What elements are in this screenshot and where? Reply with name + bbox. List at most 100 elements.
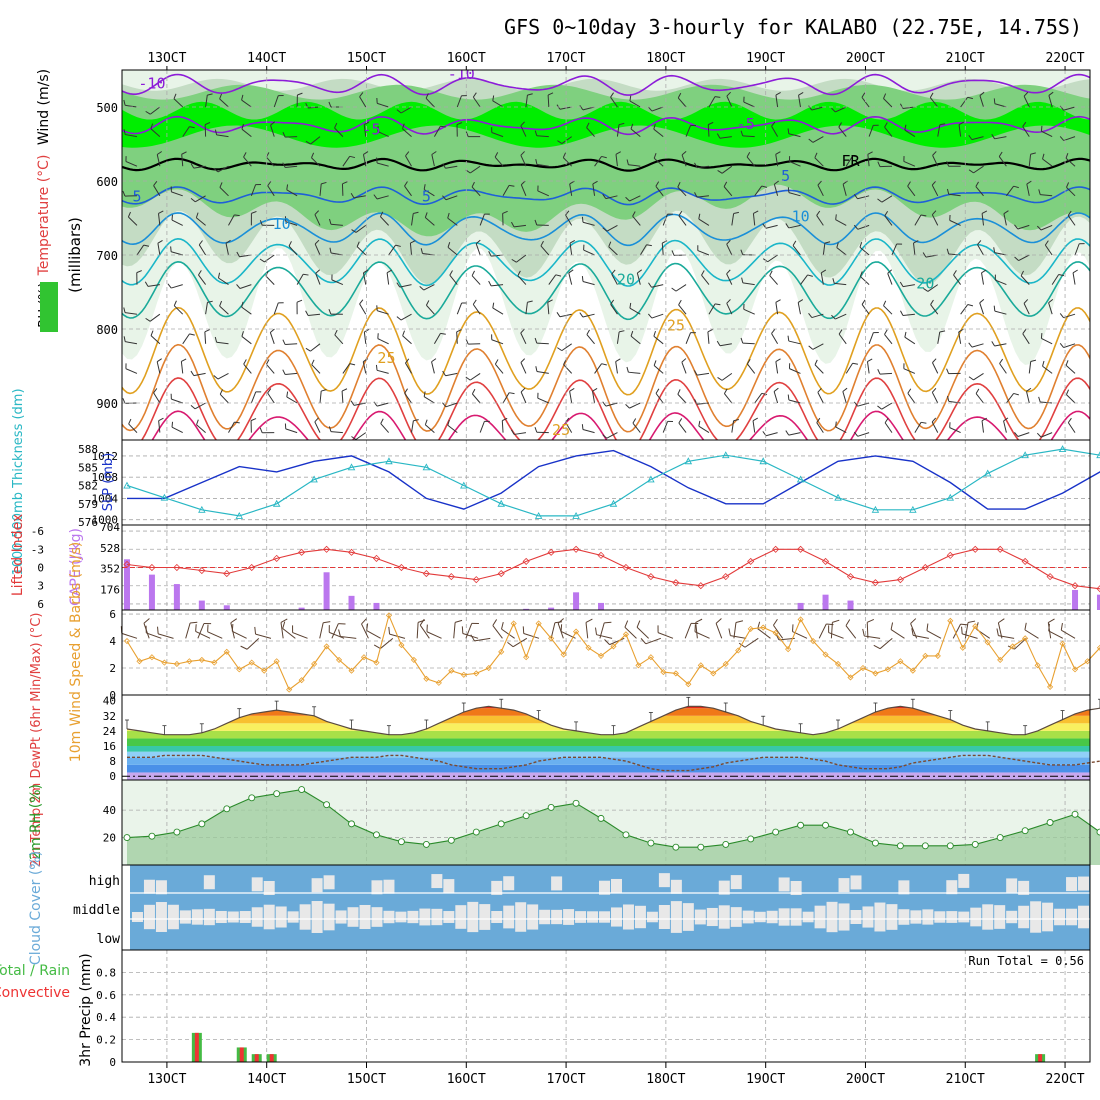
cloud-cover-panel: high middle low Cloud Cover (%)	[28, 851, 1091, 965]
wind-barb-flag	[884, 210, 889, 217]
wind-barb-flag	[626, 366, 629, 373]
wind-barb-flag	[471, 388, 476, 395]
cloud-high-bar	[263, 880, 275, 895]
wind-barb-flag	[1022, 121, 1027, 127]
wind-barb	[219, 187, 229, 197]
wind-barb-flag	[922, 252, 927, 258]
cloud-middle-bar	[706, 907, 718, 927]
wind-barb-flag	[824, 241, 831, 244]
wind-barb-flag	[1020, 270, 1024, 276]
wind-barb	[979, 95, 984, 108]
cloud-middle-bar	[215, 910, 227, 924]
rh-marker	[547, 803, 555, 811]
cloud-middle-bar	[1054, 908, 1066, 926]
cloud-middle-bar	[802, 911, 814, 923]
cloud-level-label: middle	[73, 903, 120, 918]
temp-band	[127, 704, 1090, 709]
wind-barb-flag	[286, 391, 289, 398]
isotherm-label: 10	[273, 215, 291, 233]
bottom-time-label: 20OCT	[846, 1072, 885, 1087]
cloud-middle-bar	[587, 911, 599, 923]
wind-barb-flag	[405, 151, 410, 157]
wind-barb	[502, 185, 510, 197]
wind-barb-flag	[932, 358, 937, 363]
wind-barb	[405, 155, 412, 167]
top-time-axis: 13OCT 14OCT 15OCT 16OCT 17OCT 18OCT 19OCT 20OCT…	[147, 51, 1085, 72]
wind-marker	[884, 666, 891, 673]
wind-barb	[608, 246, 618, 256]
wind-barb-flag	[569, 387, 575, 392]
wind-barb-flag	[157, 239, 163, 244]
wind-barb-flag	[877, 405, 883, 410]
wind-barb	[979, 302, 984, 315]
precip-panel: 0 0.2 0.4 0.6 0.8 Total / Rain Convective 3hr P…	[0, 949, 1091, 1069]
wind-barb-flag	[341, 388, 348, 392]
wind-marker	[1071, 666, 1079, 673]
wind-barb-flag	[602, 193, 607, 199]
wind-barb	[914, 422, 922, 433]
cloud-middle-bar	[371, 907, 383, 927]
cloud-middle-bar	[670, 901, 682, 933]
wind-barb-flag	[122, 398, 126, 404]
wind-barb	[280, 622, 284, 639]
rh-marker	[822, 821, 829, 829]
wind-barb	[404, 392, 412, 404]
wind-barb-flag	[859, 271, 863, 277]
wind-barb	[842, 184, 847, 196]
wind-barb	[981, 420, 985, 433]
wind-barb-flag	[366, 623, 369, 631]
li-marker	[821, 557, 830, 565]
wind-barb	[419, 624, 430, 639]
wind-barb	[769, 275, 778, 285]
wind-marker	[311, 660, 318, 668]
wind-barb-flag	[449, 270, 453, 276]
cloud-middle-bar	[730, 907, 742, 927]
li-marker	[447, 573, 455, 581]
wind-barb-flag	[773, 618, 778, 626]
wind-barb	[726, 303, 733, 315]
wind-marker	[423, 675, 430, 682]
wind-barb	[1051, 274, 1060, 285]
rh-marker	[173, 828, 181, 836]
wind-barb	[469, 372, 481, 381]
wind-barb-flag	[465, 376, 471, 381]
cloud-high-bar	[1078, 876, 1090, 891]
wind-barb	[319, 183, 322, 196]
li-marker	[347, 548, 356, 556]
wind-barb-flag	[653, 360, 657, 366]
wind-barb	[636, 272, 641, 285]
wind-marker	[660, 668, 667, 676]
wind-barb-flag	[716, 133, 721, 139]
wind-barb	[219, 393, 229, 404]
wind-barb	[218, 277, 229, 286]
wind-barb-flag	[883, 300, 887, 306]
wind-barb	[610, 96, 618, 108]
wind-barb-flag	[440, 125, 446, 128]
isotherm-label: -10	[448, 65, 475, 83]
wind-barb	[723, 186, 733, 197]
cloud-high-bar	[838, 878, 850, 893]
li-marker	[148, 563, 156, 572]
wind-barb-flag	[243, 152, 247, 158]
wind-barb-flag	[910, 618, 917, 624]
wind-barb-flag	[738, 642, 746, 648]
precip-tick-label: 0.8	[96, 966, 116, 979]
wind-barb-flag	[579, 312, 584, 318]
cloud-middle-bar	[599, 911, 611, 923]
wind-barb-flag	[958, 121, 965, 126]
cloud-high-bar	[599, 880, 611, 895]
li-marker	[323, 545, 331, 553]
rh2m-panel: 20 40 2m RH (%)	[28, 779, 1100, 866]
wind-barb	[630, 335, 641, 345]
rh-marker	[422, 840, 430, 848]
wind-barb-flag	[714, 96, 721, 98]
wind-barb-flag	[884, 329, 888, 335]
dewpoint-line	[127, 754, 1100, 772]
cloud-middle-bar	[395, 911, 407, 923]
cloud-background	[130, 865, 1090, 950]
wind-barb-flag	[585, 618, 593, 623]
cape-bar	[573, 592, 580, 610]
wind-barb-flag	[527, 300, 533, 303]
li-marker	[298, 548, 306, 556]
wind-barb-flag	[557, 618, 564, 624]
